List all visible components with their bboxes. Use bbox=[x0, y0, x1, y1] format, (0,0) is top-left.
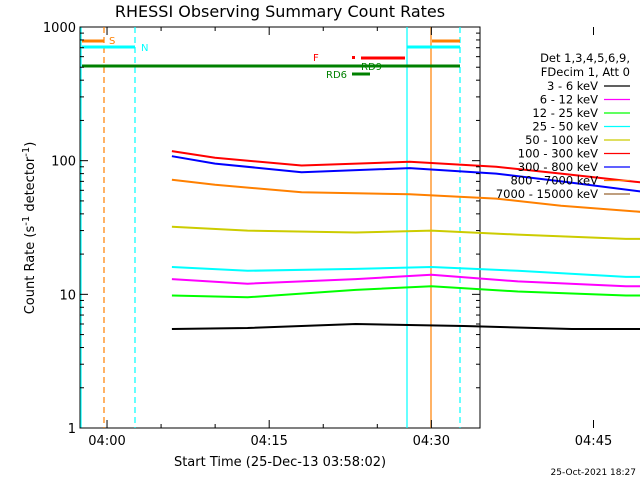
y-tick-label: 1000 bbox=[43, 21, 76, 36]
legend-entry-label: 7000 - 15000 keV bbox=[496, 187, 598, 201]
legend-header-1: Det 1,3,4,5,6,9, bbox=[540, 51, 630, 65]
chart-title: RHESSI Observing Summary Count Rates bbox=[115, 2, 445, 21]
time-markers bbox=[80, 27, 461, 428]
y-label-sup2: -1 bbox=[21, 147, 32, 157]
rd9-label: RD9 bbox=[361, 62, 382, 73]
series-line-6 bbox=[171, 155, 640, 193]
saa-label: S bbox=[109, 36, 115, 47]
series-line-4 bbox=[171, 225, 640, 240]
plot-frame bbox=[79, 26, 481, 429]
rd6-label: RD6 bbox=[326, 70, 347, 81]
y-label-main: Count Rate (s bbox=[23, 226, 38, 315]
flare-dot bbox=[352, 56, 355, 59]
y-axis-label: Count Rate (s-1 detector-1) bbox=[21, 142, 38, 315]
legend-entry-label: 800 - 7000 keV bbox=[510, 174, 598, 188]
y-label-sup1: -1 bbox=[21, 216, 32, 226]
y-label-end: ) bbox=[23, 142, 38, 147]
y-axis: 1 10 100 1000 bbox=[43, 21, 480, 437]
legend-entry-label: 3 - 6 keV bbox=[547, 79, 598, 93]
legend: Det 1,3,4,5,6,9, FDecim 1, Att 0 3 - 6 k… bbox=[496, 51, 630, 201]
x-tick-label: 04:00 bbox=[88, 434, 125, 449]
legend-entry-label: 300 - 800 keV bbox=[518, 160, 598, 174]
series-line-7 bbox=[171, 178, 640, 213]
series-line-2 bbox=[171, 285, 640, 299]
observing-bars: S N F RD9 RD6 bbox=[82, 36, 460, 81]
night-label: N bbox=[141, 43, 148, 54]
y-tick-label: 1 bbox=[68, 422, 76, 437]
series-layer bbox=[171, 150, 640, 330]
series-line-1 bbox=[171, 273, 640, 288]
x-tick-label: 04:30 bbox=[413, 434, 450, 449]
legend-entry-label: 25 - 50 keV bbox=[532, 120, 598, 134]
legend-entry-label: 12 - 25 keV bbox=[532, 106, 598, 120]
x-axis-label: Start Time (25-Dec-13 03:58:02) bbox=[174, 455, 386, 470]
series-line-3 bbox=[171, 266, 640, 278]
series-line-0 bbox=[171, 323, 640, 330]
x-tick-label: 04:45 bbox=[575, 434, 612, 449]
y-label-mid: detector bbox=[23, 156, 38, 216]
legend-entry-label: 6 - 12 keV bbox=[540, 93, 598, 107]
legend-header-2: FDecim 1, Att 0 bbox=[541, 65, 630, 79]
plot-timestamp: 25-Oct-2021 18:27 bbox=[551, 468, 636, 478]
legend-entry-label: 50 - 100 keV bbox=[525, 133, 598, 147]
series-line-5 bbox=[171, 150, 640, 184]
x-tick-label: 04:15 bbox=[250, 434, 287, 449]
y-tick-label: 10 bbox=[59, 288, 76, 303]
legend-entry-label: 100 - 300 keV bbox=[518, 147, 598, 161]
flare-label: F bbox=[313, 53, 319, 64]
y-tick-label: 100 bbox=[51, 155, 76, 170]
